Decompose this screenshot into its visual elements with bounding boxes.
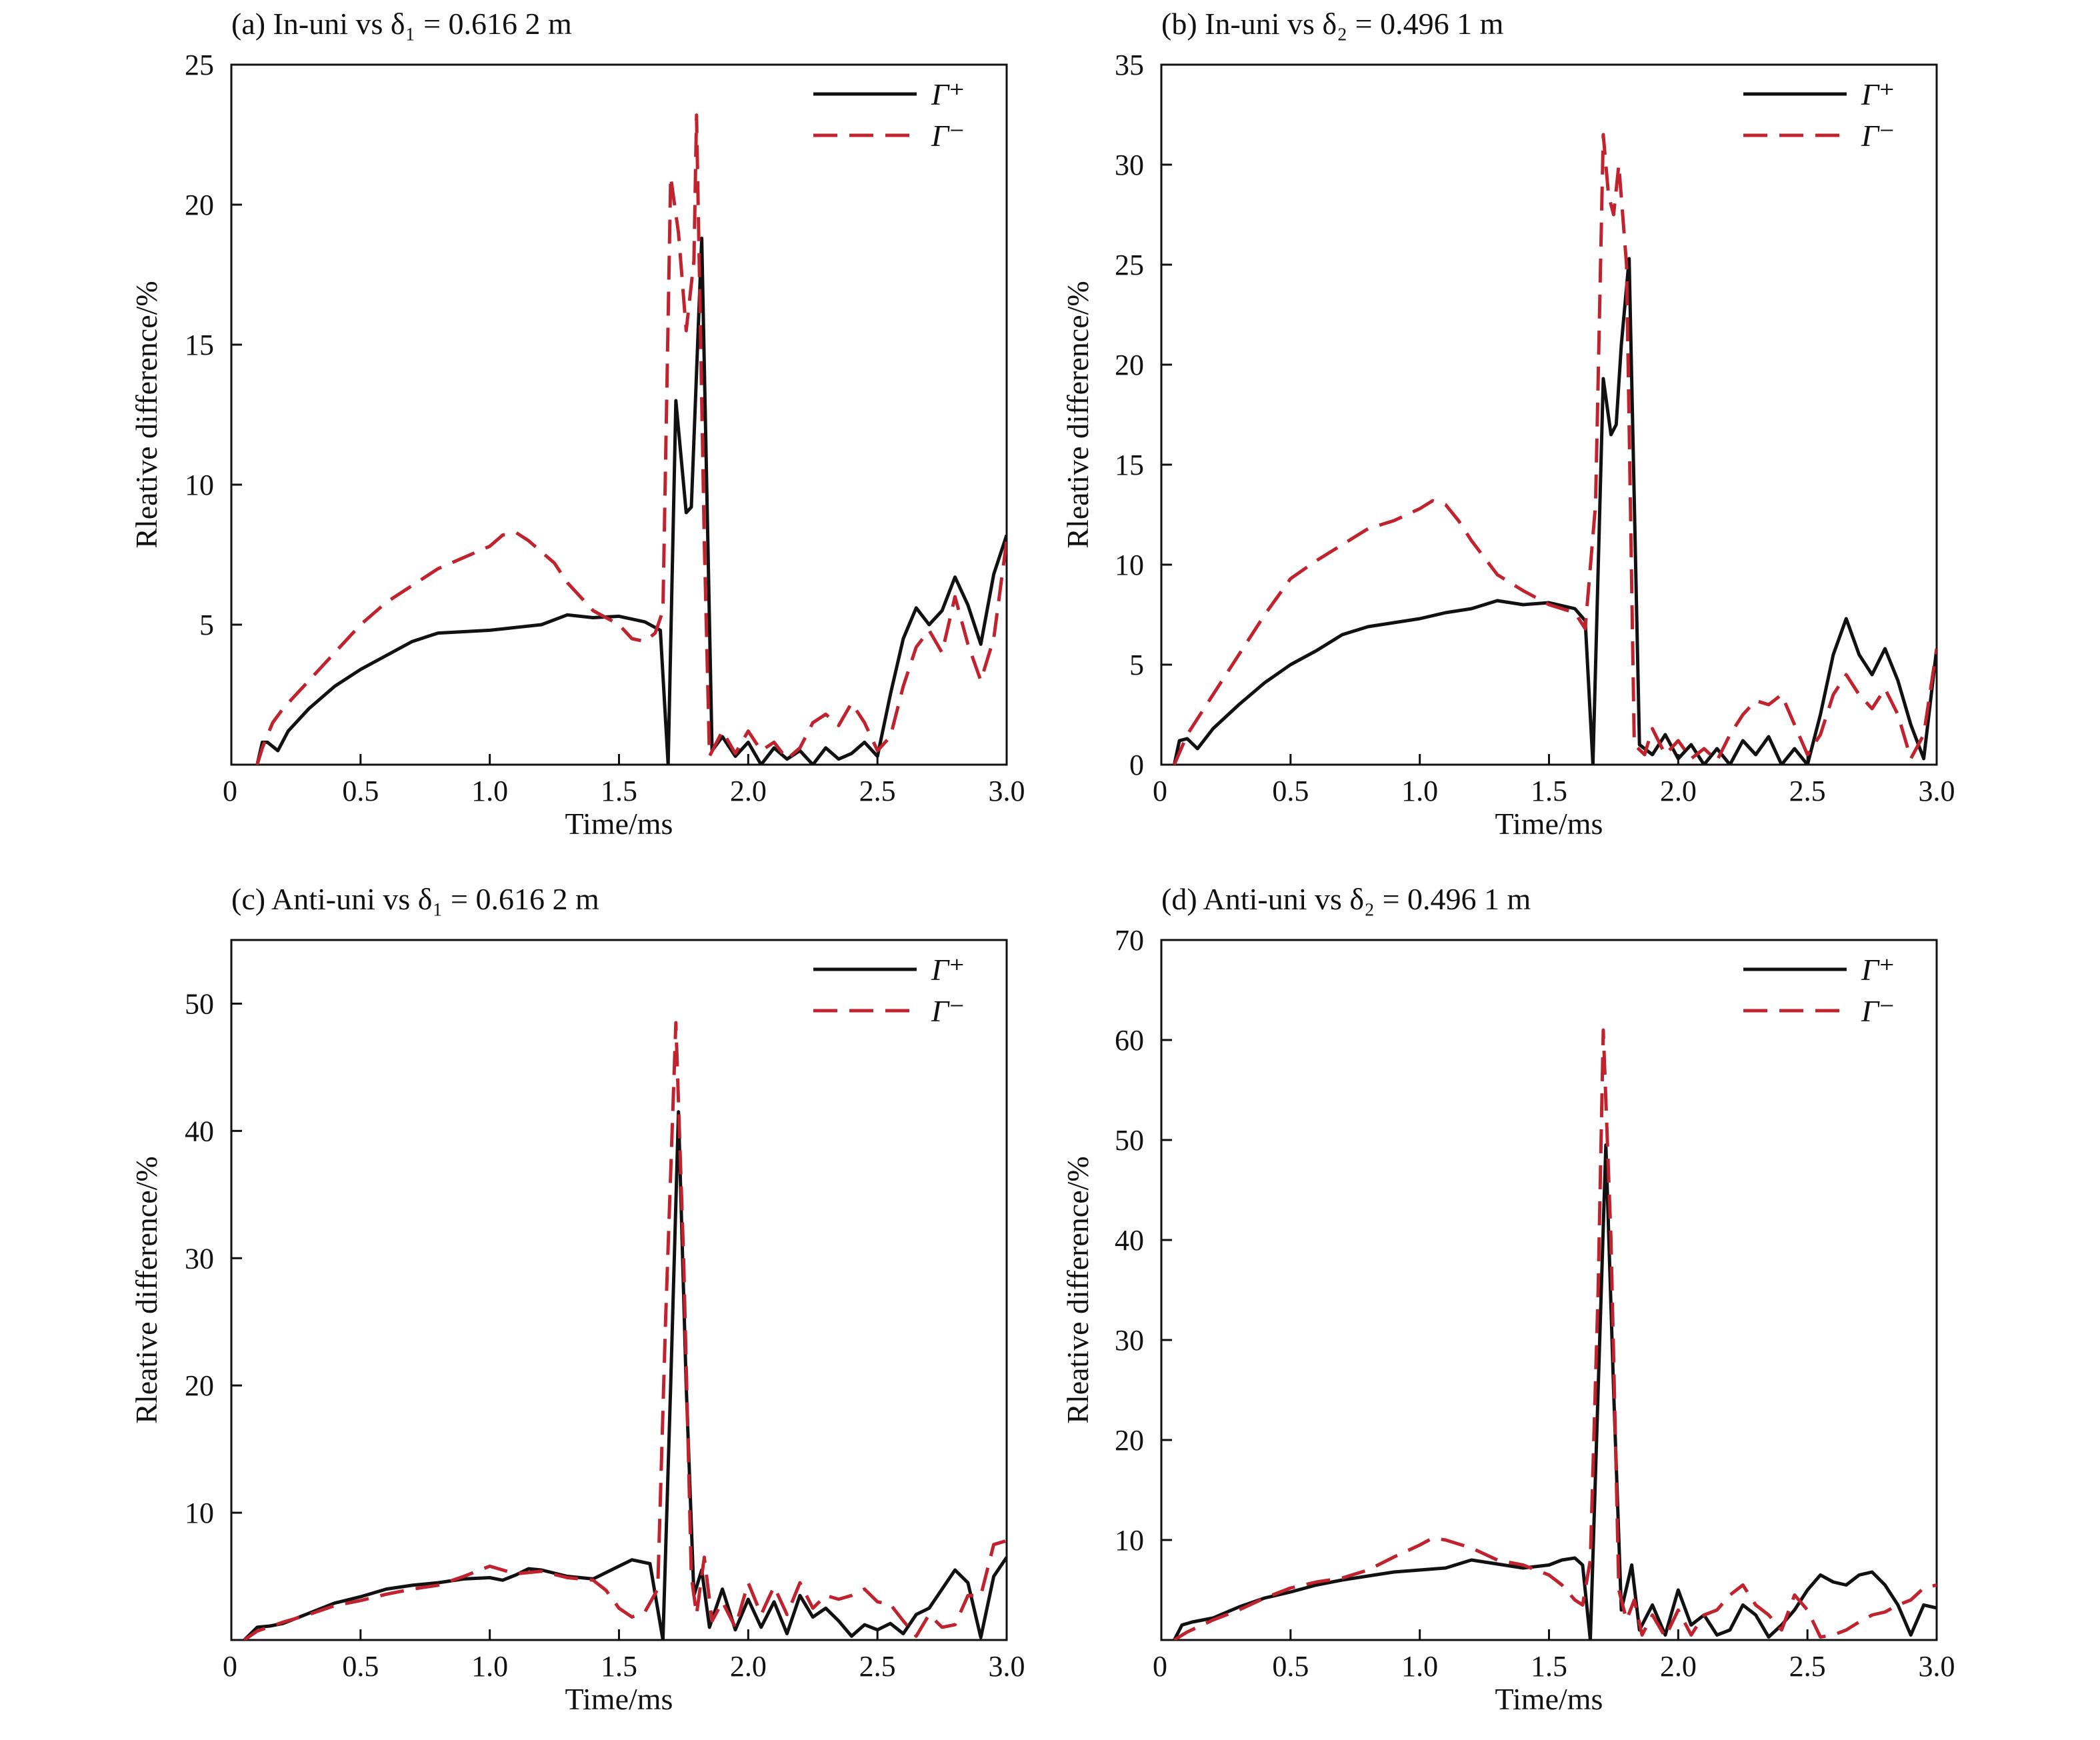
y-axis-label: Rleative difference/%: [1061, 1156, 1095, 1423]
plot-frame: [1160, 939, 1938, 1641]
y-tick-label: 15: [185, 329, 214, 361]
y-tick-label: 60: [1115, 1024, 1144, 1057]
x-tick-label: 0.5: [1272, 775, 1309, 807]
x-tick-label: 1.5: [601, 775, 637, 807]
y-tick-label: 10: [185, 1497, 214, 1529]
x-tick-label: 1.5: [1531, 1650, 1567, 1683]
x-axis-label: Time/ms: [565, 1682, 673, 1716]
x-tick-label: 3.0: [989, 1650, 1025, 1683]
x-axis-label: Time/ms: [1495, 1682, 1603, 1716]
y-axis-label: Rleative difference/%: [129, 281, 163, 548]
legend-label-gamma-minus: Γ⁻: [1861, 119, 1895, 153]
y-tick-label: 0: [1129, 749, 1144, 781]
series-gamma-minus-line: [1173, 133, 1937, 765]
x-tick-label: 2.0: [730, 1650, 767, 1683]
y-tick-label: 5: [199, 609, 214, 641]
series-gamma-minus-line: [243, 1021, 1007, 1640]
y-tick-label: 10: [185, 469, 214, 501]
chart-title: (b) In-uni vs δ₂ = 0.496 1 m: [1161, 7, 1504, 41]
plot-frame: [230, 63, 1008, 766]
chart-panel-3: (c) Anti-uni vs δ₁ = 0.616 2 m 0 0.5 1.0 1.5…: [129, 882, 1025, 1716]
chart-title: (d) Anti-uni vs δ₂ = 0.496 1 m: [1161, 882, 1531, 916]
x-tick-label: 3.0: [1919, 775, 1955, 807]
x-tick-label: 3.0: [989, 775, 1025, 807]
chart-title: (c) Anti-uni vs δ₁ = 0.616 2 m: [231, 882, 599, 916]
y-tick-label: 5: [1129, 649, 1144, 681]
x-tick-label: 2.5: [859, 775, 896, 807]
x-tick-label: 1.5: [601, 1650, 637, 1683]
y-tick-label: 50: [1115, 1124, 1144, 1157]
plot-frame: [1160, 63, 1938, 766]
x-tick-label: 0: [1153, 1650, 1167, 1683]
y-tick-label: 70: [1115, 924, 1144, 957]
y-axis-label: Rleative difference/%: [129, 1156, 163, 1423]
x-tick-label: 0.5: [1272, 1650, 1309, 1683]
x-tick-label: 2.0: [730, 775, 767, 807]
y-tick-label: 35: [1115, 49, 1144, 81]
legend-label-gamma-plus: Γ⁺: [931, 77, 965, 111]
y-tick-label: 15: [1115, 449, 1144, 481]
chart-panel-1: (a) In-uni vs δ₁ = 0.616 2 m 0 0.5 1.0 1.5 2.…: [129, 7, 1025, 841]
y-tick-label: 25: [1115, 249, 1144, 281]
legend-label-gamma-plus: Γ⁺: [1861, 77, 1895, 111]
legend-label-gamma-minus: Γ⁻: [1861, 994, 1895, 1028]
y-tick-label: 30: [185, 1242, 214, 1275]
y-axis-label: Rleative difference/%: [1061, 281, 1095, 548]
y-tick-label: 50: [185, 987, 214, 1020]
x-tick-label: 1.5: [1531, 775, 1567, 807]
y-tick-label: 20: [1115, 1424, 1144, 1457]
chart-panel-2: (b) In-uni vs δ₂ = 0.496 1 m 0 0.5 1.0 1.5 2.…: [1061, 7, 1955, 841]
y-tick-label: 10: [1115, 1524, 1144, 1557]
series-gamma-plus-line: [1172, 257, 1937, 765]
x-tick-label: 0: [223, 775, 237, 807]
x-axis-label: Time/ms: [565, 807, 673, 841]
legend-label-gamma-plus: Γ⁺: [931, 953, 965, 987]
x-tick-label: 2.0: [1660, 775, 1697, 807]
x-tick-label: 0.5: [342, 775, 379, 807]
x-tick-label: 1.0: [1401, 1650, 1438, 1683]
y-tick-label: 30: [1115, 1324, 1144, 1357]
chart-panel-4: (d) Anti-uni vs δ₂ = 0.496 1 m 0 0.5 1.0 1.5…: [1061, 882, 1955, 1716]
x-tick-label: 2.0: [1660, 1650, 1697, 1683]
y-tick-label: 10: [1115, 549, 1144, 581]
x-axis-label: Time/ms: [1495, 807, 1603, 841]
series-gamma-plus-line: [1173, 1143, 1937, 1640]
y-tick-label: 30: [1115, 149, 1144, 181]
x-tick-label: 1.0: [1401, 775, 1438, 807]
x-tick-label: 2.5: [1789, 775, 1826, 807]
y-tick-label: 40: [185, 1115, 214, 1147]
x-tick-label: 1.0: [471, 1650, 508, 1683]
y-tick-label: 20: [1115, 349, 1144, 381]
y-tick-label: 25: [185, 49, 214, 81]
series-gamma-plus-line: [243, 1110, 1007, 1640]
x-tick-label: 1.0: [471, 775, 508, 807]
chart-title: (a) In-uni vs δ₁ = 0.616 2 m: [231, 7, 572, 41]
y-tick-label: 20: [185, 189, 214, 221]
x-tick-label: 2.5: [859, 1650, 896, 1683]
x-tick-label: 0: [223, 1650, 237, 1683]
y-tick-label: 20: [185, 1369, 214, 1402]
x-tick-label: 3.0: [1919, 1650, 1955, 1683]
x-tick-label: 0: [1153, 775, 1167, 807]
x-tick-label: 2.5: [1789, 1650, 1826, 1683]
plot-frame: [230, 939, 1008, 1641]
series-gamma-plus-line: [255, 236, 1007, 765]
legend-label-gamma-plus: Γ⁺: [1861, 953, 1895, 987]
series-gamma-minus-line: [255, 113, 1007, 765]
x-tick-label: 0.5: [342, 1650, 379, 1683]
series-gamma-minus-line: [1173, 1028, 1937, 1640]
legend-label-gamma-minus: Γ⁻: [931, 994, 965, 1028]
legend-label-gamma-minus: Γ⁻: [931, 119, 965, 153]
y-tick-label: 40: [1115, 1224, 1144, 1257]
